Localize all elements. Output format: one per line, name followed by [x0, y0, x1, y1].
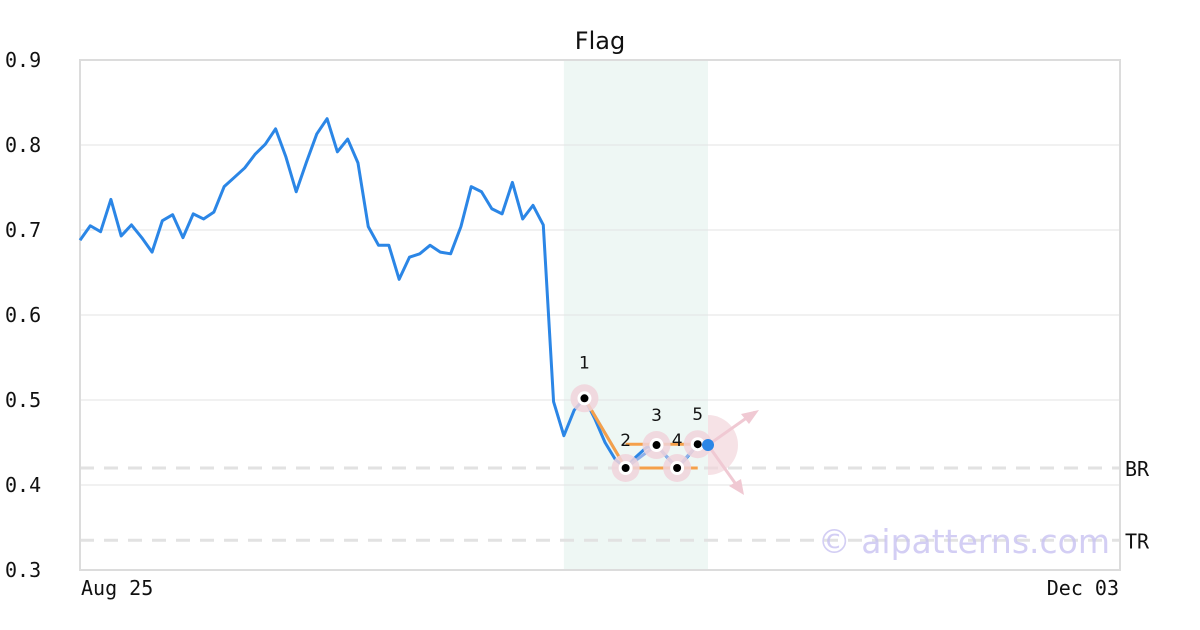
x-tick-label: Aug 25: [81, 576, 153, 600]
pattern-point: [621, 464, 630, 472]
arrow-down-icon: [706, 444, 742, 491]
last-price-marker: [702, 439, 714, 452]
pattern-point: [580, 394, 589, 403]
pattern-point-label: 4: [672, 431, 683, 451]
pattern-point-label: 1: [579, 353, 590, 373]
pattern-point: [693, 440, 702, 449]
plot-frame: [79, 59, 1121, 571]
pattern-point-label: 3: [651, 406, 662, 426]
y-tick-label: 0.3: [5, 558, 41, 582]
y-tick-label: 0.7: [5, 218, 41, 242]
y-tick-label: 0.5: [5, 388, 41, 412]
pattern-point: [673, 464, 682, 472]
level-label-tr: TR: [1125, 529, 1150, 553]
level-label-br: BR: [1125, 457, 1150, 481]
x-tick-label: Dec 03: [1047, 576, 1119, 600]
pattern-point-label: 2: [620, 431, 631, 451]
arrow-up-head-icon: [741, 410, 759, 424]
y-tick-label: 0.9: [5, 48, 41, 72]
pattern-point: [652, 441, 661, 450]
chart-title: Flag: [575, 27, 625, 55]
y-tick-label: 0.6: [5, 303, 41, 327]
price-line: [78, 117, 709, 470]
y-tick-label: 0.4: [5, 473, 41, 497]
watermark: © aipatterns.com: [818, 522, 1110, 561]
arrow-down-head-icon: [729, 479, 744, 495]
y-tick-label: 0.8: [5, 133, 41, 157]
pattern-point-label: 5: [692, 405, 703, 425]
